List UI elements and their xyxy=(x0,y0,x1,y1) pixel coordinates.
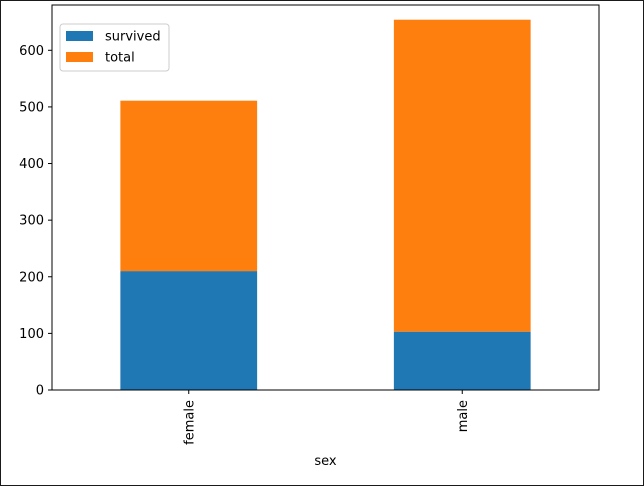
legend-label-total: total xyxy=(105,51,135,66)
y-tick-label: 600 xyxy=(19,44,44,59)
legend-swatch-total xyxy=(66,52,93,62)
y-tick-label: 100 xyxy=(19,327,44,342)
x-tick-label-female: female xyxy=(182,400,197,445)
y-tick-label: 0 xyxy=(36,384,44,399)
y-tick-label: 400 xyxy=(19,157,44,172)
x-axis-label: sex xyxy=(314,454,337,469)
bar-total-male xyxy=(393,19,531,332)
bar-survived-female xyxy=(120,271,258,390)
legend-label-survived: survived xyxy=(105,30,161,45)
plot-area-frame xyxy=(51,4,600,391)
bar-total-female xyxy=(120,100,258,272)
legend: survived total xyxy=(59,23,170,72)
bar-survived-male xyxy=(393,331,531,390)
y-tick-label: 500 xyxy=(19,100,44,115)
y-tick-label: 200 xyxy=(19,270,44,285)
x-axis: female male xyxy=(182,390,471,445)
legend-swatch-survived xyxy=(66,31,93,41)
y-tick-label: 300 xyxy=(19,214,44,229)
bars-layer xyxy=(120,19,531,390)
y-axis: 0 100 200 300 400 500 600 xyxy=(19,44,52,399)
x-tick-label-male: male xyxy=(456,400,471,432)
